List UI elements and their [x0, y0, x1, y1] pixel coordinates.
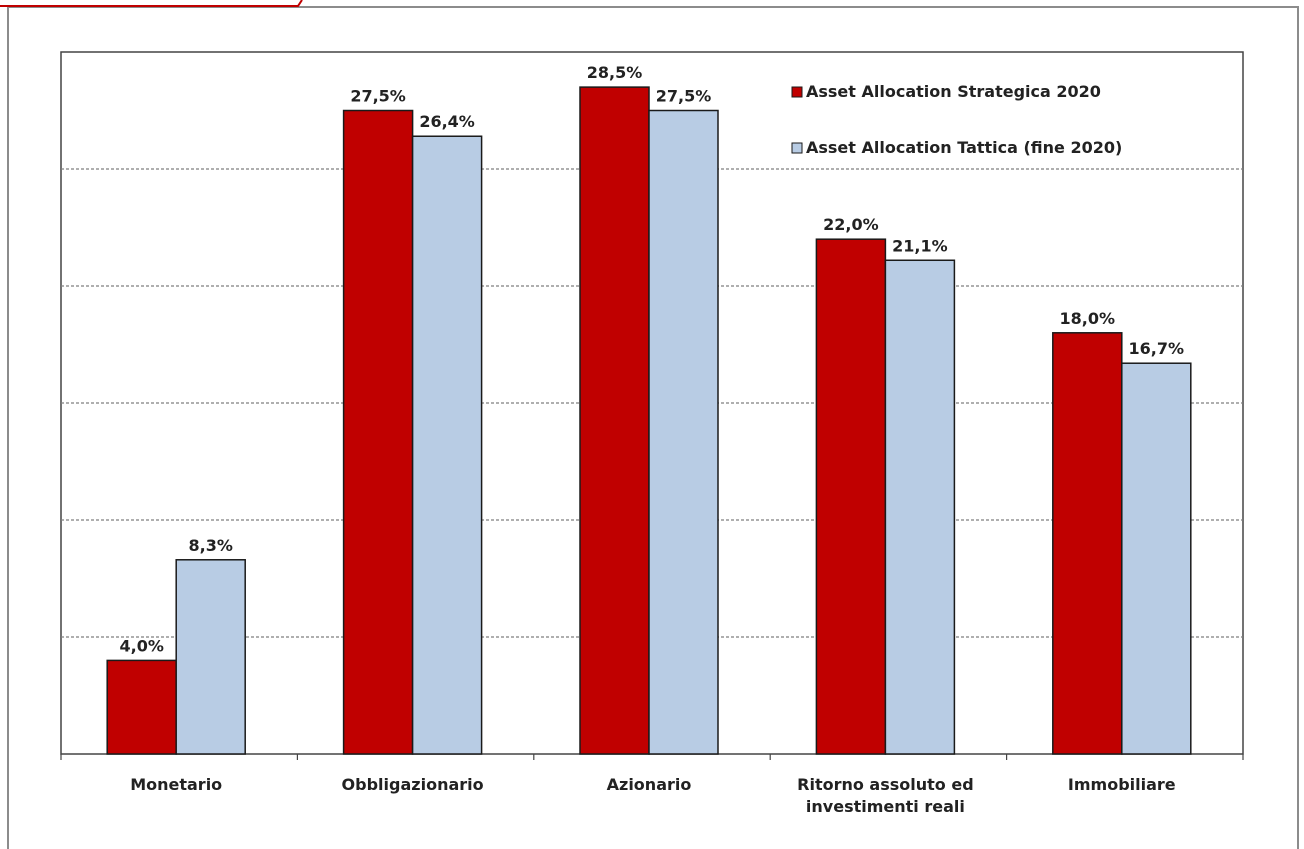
value-labels: 4,0% 8,3% 27,5% 26,4% 28,5% 27,5% 22,0% 21,1% 18…: [120, 63, 1185, 655]
legend-entry: Asset Allocation Tattica (fine 2020): [806, 138, 1122, 157]
bar: [106, 659, 177, 755]
bar: [342, 109, 414, 755]
data-label: 18,0%: [1060, 309, 1116, 328]
bar: [175, 559, 246, 755]
bar: [579, 86, 650, 755]
x-axis: Monetario Obbligazionario Azionario Ritorno…: [60, 754, 1244, 816]
bar: [815, 238, 887, 755]
category-label: Monetario: [130, 775, 222, 794]
data-label: 16,7%: [1129, 339, 1185, 358]
data-label: 27,5%: [350, 87, 406, 106]
category-label: Obbligazionario: [342, 775, 484, 794]
data-label: 8,3%: [189, 536, 233, 555]
category-label: Immobiliare: [1068, 775, 1176, 794]
bar: [648, 109, 719, 755]
data-label: 21,1%: [892, 236, 948, 255]
legend-swatch: [791, 142, 803, 154]
category-label: investimenti reali: [806, 797, 965, 816]
legend-entry: Asset Allocation Strategica 2020: [806, 82, 1101, 101]
category-label: Azionario: [607, 775, 692, 794]
data-label: 26,4%: [419, 112, 475, 131]
bars: [106, 86, 1192, 755]
data-label: 27,5%: [656, 87, 712, 106]
data-label: 4,0%: [120, 636, 164, 655]
bar: [1052, 332, 1123, 755]
legend-swatch: [791, 86, 803, 98]
bar: [411, 135, 483, 755]
top-accent-line: [0, 0, 303, 7]
category-label: Ritorno assoluto ed: [797, 775, 974, 794]
data-label: 22,0%: [823, 215, 879, 234]
data-label: 28,5%: [587, 63, 643, 82]
bar: [1121, 362, 1192, 755]
legend: Asset Allocation Strategica 2020 Asset Al…: [791, 82, 1122, 157]
bar: [884, 259, 956, 755]
